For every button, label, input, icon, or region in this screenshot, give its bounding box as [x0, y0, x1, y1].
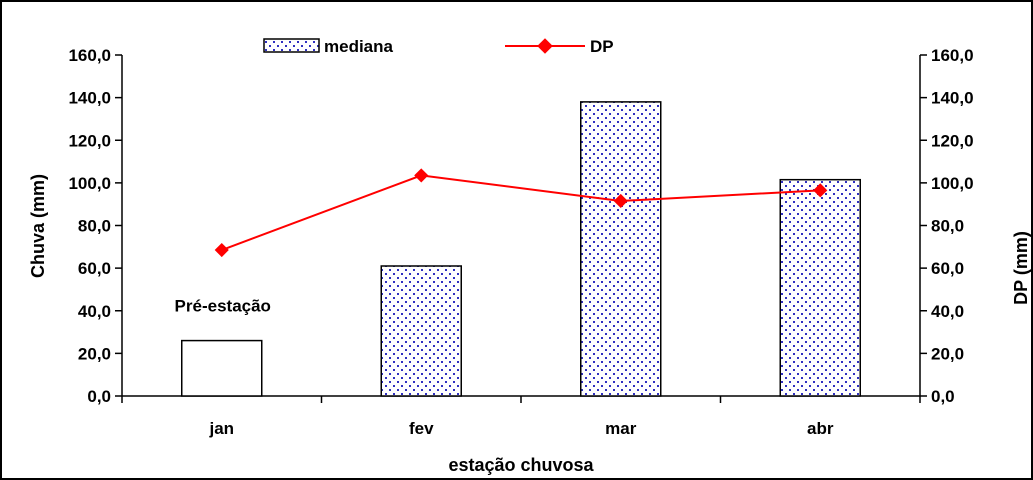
bar-abr: [779, 178, 861, 397]
plot-area: 0,0 0,0 20,0 20,0 40,0 40,0 60,0 60,0 80,0 80,0 10…: [68, 46, 973, 438]
y-tick-label-right: 0,0: [931, 387, 955, 406]
y-tick-label-left: 140,0: [68, 89, 111, 108]
dp-marker-fev: [414, 168, 429, 183]
y-tick-label-left: 60,0: [78, 259, 111, 278]
y-tick-label-left: 100,0: [68, 174, 111, 193]
dp-marker-jan: [214, 242, 229, 258]
y-tick-label-right: 20,0: [931, 344, 964, 363]
y-tick-label-right: 100,0: [931, 174, 974, 193]
legend-mediana-swatch: [263, 38, 320, 53]
y-tick-label-right: 120,0: [931, 131, 974, 150]
bar-fev: [380, 265, 462, 397]
legend: mediana DP: [263, 37, 614, 56]
y-tick-label-right: 80,0: [931, 217, 964, 236]
y-axis-right-title: DP (mm): [1011, 231, 1031, 305]
y-tick-label-left: 40,0: [78, 302, 111, 321]
dp-marker-mar: [613, 193, 628, 209]
y-tick-label-left: 120,0: [68, 131, 111, 150]
y-tick-label-left: 160,0: [68, 46, 111, 65]
y-axis-left-title: Chuva (mm): [28, 174, 48, 278]
y-tick-label-left: 80,0: [78, 217, 111, 236]
x-tick-label-abr: abr: [807, 419, 834, 438]
y-tick-label-right: 40,0: [931, 302, 964, 321]
y-tick-label-left: 0,0: [87, 387, 111, 406]
y-tick-label-right: 60,0: [931, 259, 964, 278]
bar-mar: [580, 101, 662, 397]
y-tick-label-right: 140,0: [931, 89, 974, 108]
bar-jan: [181, 339, 263, 397]
x-tick-label-fev: fev: [409, 419, 434, 438]
x-tick-label-jan: jan: [208, 419, 234, 438]
x-tick-label-mar: mar: [605, 419, 637, 438]
annotation-pre-estacao: Pré-estação: [175, 297, 271, 316]
dp-marker-abr: [813, 183, 828, 198]
legend-dp-label: DP: [590, 37, 614, 56]
legend-mediana-label: mediana: [324, 37, 394, 56]
x-axis-title: estação chuvosa: [448, 455, 594, 475]
y-tick-label-left: 20,0: [78, 344, 111, 363]
y-tick-label-right: 160,0: [931, 46, 974, 65]
dp-series-line: [221, 174, 821, 251]
